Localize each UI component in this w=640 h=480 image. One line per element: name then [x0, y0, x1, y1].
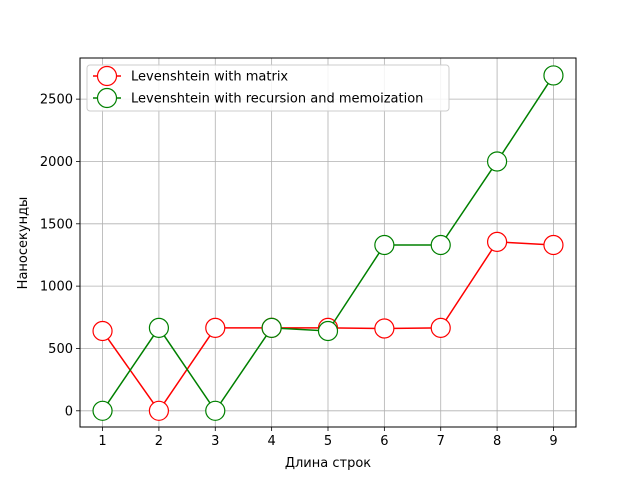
- series-1-point: [92, 320, 113, 342]
- series-1-point: [543, 234, 564, 256]
- series-1-point: [430, 317, 451, 338]
- series-layer: [92, 65, 564, 421]
- axes-layer: 1 2 3 4 5 6 7 8 9 0 500 1000 1500 2000 2500: [40, 57, 577, 449]
- y-tick-label: 1000: [40, 280, 73, 295]
- x-axis-label: Длина строк: [285, 456, 371, 471]
- series-1-point: [148, 400, 170, 421]
- x-tick-label: 2: [155, 434, 163, 449]
- y-tick-label: 500: [48, 342, 73, 357]
- x-tick-label: 3: [211, 434, 219, 449]
- series-2-point: [92, 400, 113, 421]
- x-tick-label: 1: [98, 434, 106, 449]
- series-2-point: [486, 151, 508, 172]
- series-1-point: [486, 231, 508, 252]
- y-tick-label: 2000: [40, 155, 73, 170]
- series-2-point: [261, 317, 282, 338]
- legend-label-1: Levenshtein with matrix: [131, 70, 288, 85]
- x-tick-label: 7: [437, 434, 445, 449]
- legend-label-2: Levenshtein with recursion and memoizati…: [131, 92, 423, 107]
- y-tick-label: 2500: [40, 93, 73, 108]
- y-tick-label: 1500: [40, 217, 73, 232]
- legend-marker-2: [96, 87, 118, 109]
- legend: Levenshtein with matrix Levenshtein with …: [86, 64, 450, 112]
- series-2-point: [148, 317, 170, 338]
- series-2-point: [317, 320, 339, 342]
- x-tick-label: 8: [493, 434, 501, 449]
- x-tick-label: 6: [380, 434, 388, 449]
- series-1-point: [374, 318, 395, 339]
- series-2-point: [430, 234, 451, 256]
- x-tick-label: 4: [267, 434, 275, 449]
- series-2-point: [374, 234, 395, 256]
- x-tick-label: 9: [549, 434, 557, 449]
- legend-marker-1: [96, 65, 118, 87]
- plot-frame: [79, 57, 577, 428]
- legend-box: [86, 64, 450, 112]
- y-axis-label: Наносекунды: [16, 197, 31, 290]
- y-tick-label: 0: [65, 404, 73, 419]
- series-1-point: [205, 317, 226, 338]
- x-tick-label: 5: [324, 434, 332, 449]
- series-2-point: [543, 65, 564, 86]
- series-2-point: [205, 400, 226, 421]
